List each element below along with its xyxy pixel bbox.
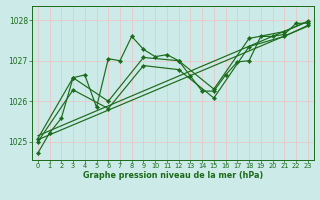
- X-axis label: Graphe pression niveau de la mer (hPa): Graphe pression niveau de la mer (hPa): [83, 171, 263, 180]
